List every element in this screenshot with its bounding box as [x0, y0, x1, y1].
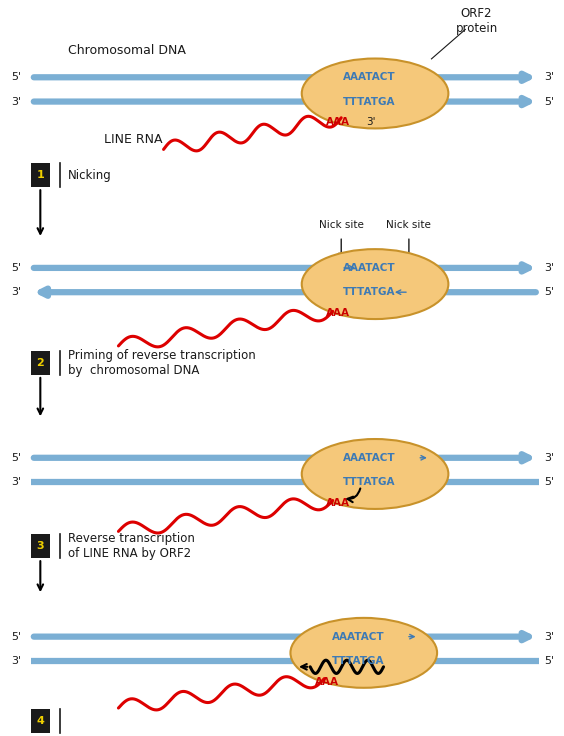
- Text: 3': 3': [367, 117, 376, 127]
- Text: 2: 2: [37, 358, 44, 368]
- Ellipse shape: [302, 58, 448, 129]
- Bar: [31, 163, 50, 188]
- Text: AAA: AAA: [327, 308, 350, 318]
- Bar: [31, 710, 50, 733]
- Text: LINE RNA: LINE RNA: [104, 133, 163, 146]
- Text: ORF2
protein: ORF2 protein: [456, 7, 497, 35]
- Text: Priming of reverse transcription: Priming of reverse transcription: [68, 349, 256, 362]
- Text: 4: 4: [37, 716, 44, 726]
- Text: TTTATGA: TTTATGA: [332, 656, 385, 666]
- Text: 5': 5': [544, 477, 554, 487]
- Text: 3': 3': [544, 453, 554, 463]
- Text: 5': 5': [11, 263, 21, 273]
- FancyArrowPatch shape: [347, 489, 360, 502]
- Text: 3': 3': [11, 96, 21, 107]
- Text: 3': 3': [11, 477, 21, 487]
- Text: 5': 5': [11, 453, 21, 463]
- Text: 3': 3': [544, 72, 554, 82]
- Text: 3': 3': [544, 263, 554, 273]
- Text: TTTATGA: TTTATGA: [343, 287, 396, 297]
- Text: Reverse transcription: Reverse transcription: [68, 532, 195, 545]
- Text: 3': 3': [11, 656, 21, 666]
- Text: AAA: AAA: [327, 117, 350, 127]
- Text: AAATACT: AAATACT: [343, 453, 396, 463]
- Text: Chromosomal DNA: Chromosomal DNA: [68, 43, 186, 57]
- Text: 3': 3': [544, 631, 554, 642]
- Text: Nick site: Nick site: [319, 220, 364, 230]
- Text: 5': 5': [544, 656, 554, 666]
- Ellipse shape: [302, 249, 448, 319]
- Text: Nick site: Nick site: [386, 220, 431, 230]
- Ellipse shape: [290, 618, 437, 687]
- Bar: [31, 351, 50, 375]
- Text: TTTATGA: TTTATGA: [343, 477, 396, 487]
- Bar: [31, 534, 50, 558]
- Text: 5': 5': [11, 72, 21, 82]
- Text: TTTATGA: TTTATGA: [343, 96, 396, 107]
- Text: AAATACT: AAATACT: [332, 631, 385, 642]
- Text: 5': 5': [544, 287, 554, 297]
- Text: 1: 1: [37, 170, 44, 180]
- Text: AAATACT: AAATACT: [343, 263, 396, 273]
- Text: 3: 3: [37, 541, 44, 551]
- Text: Nicking: Nicking: [68, 169, 112, 182]
- Text: 3': 3': [11, 287, 21, 297]
- Text: of LINE RNA by ORF2: of LINE RNA by ORF2: [68, 547, 191, 560]
- Text: AAATACT: AAATACT: [343, 72, 396, 82]
- Text: AAA: AAA: [315, 676, 339, 687]
- Text: AAA: AAA: [327, 498, 350, 508]
- Ellipse shape: [302, 439, 448, 509]
- Text: 5': 5': [544, 96, 554, 107]
- Text: 5': 5': [11, 631, 21, 642]
- Text: by  chromosomal DNA: by chromosomal DNA: [68, 364, 200, 377]
